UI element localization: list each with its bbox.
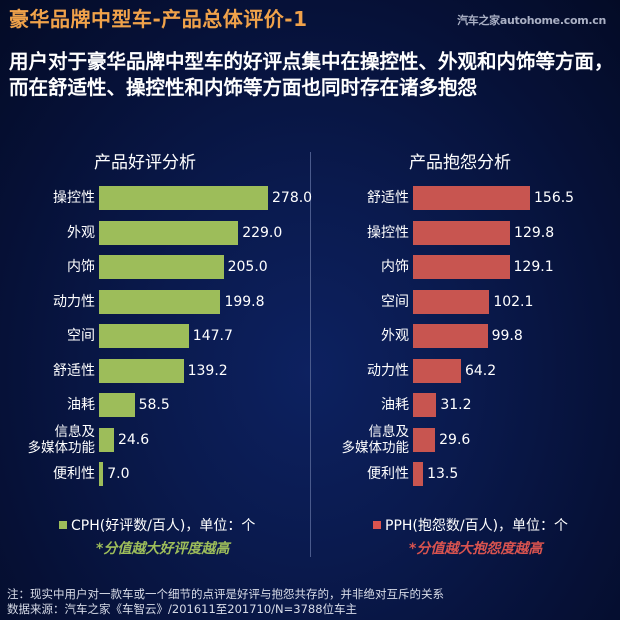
footer: 注：现实中用户对一款车或一个细节的点评是好评与抱怨共存的，并非绝对互斥的关系 数… <box>7 587 444 617</box>
green-square-icon <box>59 521 67 529</box>
bar-row: 油耗 58.5 <box>0 393 310 417</box>
value-label: 29.6 <box>439 431 471 448</box>
bar-row: 内饰 205.0 <box>0 255 310 279</box>
bar-row: 舒适性 156.5 <box>310 186 620 210</box>
value-label: 31.2 <box>440 397 472 413</box>
bar-row: 便利性 13.5 <box>310 462 620 486</box>
praise-chart-title: 产品好评分析 <box>94 153 196 173</box>
praise-note: *分值越大好评度越高 <box>96 541 230 557</box>
category-label: 动力性 <box>53 293 95 310</box>
category-label: 外观 <box>67 224 95 241</box>
category-label: 空间 <box>67 328 95 344</box>
value-label: 229.0 <box>242 224 283 241</box>
value-label: 24.6 <box>117 431 150 448</box>
complaint-note: *分值越大抱怨度越高 <box>409 541 543 557</box>
value-label: 102.1 <box>493 293 534 310</box>
data-source: 数据来源：汽车之家《车智云》/201611至201710/N=3788位车主 <box>7 602 358 616</box>
bar-row: 动力性 199.8 <box>0 289 310 314</box>
value-label: 129.1 <box>513 259 554 275</box>
bar <box>413 427 436 452</box>
category-label: 操控性 <box>367 224 409 241</box>
bar-row: 操控性 129.8 <box>310 220 620 245</box>
bar <box>413 358 461 383</box>
bar-row: 操控性 278.0 <box>0 186 313 210</box>
bar <box>99 186 268 210</box>
autohome-watermark: 汽车之家autohome.com.cn <box>457 14 606 27</box>
praise-legend: CPH(好评数/百人)，单位：个 <box>59 515 255 535</box>
bar-row: 内饰 129.1 <box>310 255 620 279</box>
red-square-icon <box>373 521 381 529</box>
bar <box>99 393 135 417</box>
complaint-chart-title: 产品抱怨分析 <box>409 153 511 173</box>
value-label: 156.5 <box>534 190 575 206</box>
complaint-legend: PPH(抱怨数/百人)，单位：个 <box>373 515 568 535</box>
value-label: 139.2 <box>187 362 228 379</box>
category-label: 外观 <box>381 328 409 344</box>
category-label: 油耗 <box>67 397 95 413</box>
complaint-chart: 产品抱怨分析 舒适性 156.5 操控性 129.8 内饰 129.1 空间 102.1 外观 9… <box>310 140 620 560</box>
bar <box>99 358 184 383</box>
complaint-legend-label: PPH(抱怨数/百人)，单位：个 <box>385 518 569 534</box>
category-label: 舒适性 <box>53 362 95 379</box>
category-label: 油耗 <box>381 397 409 413</box>
bar <box>99 462 104 486</box>
category-label: 舒适性 <box>367 190 409 206</box>
category-label: 便利性 <box>53 466 95 482</box>
value-label: 205.0 <box>227 259 268 275</box>
value-label: 13.5 <box>427 466 459 482</box>
category-label: 空间 <box>381 293 409 310</box>
bar <box>413 462 424 486</box>
category-label: 信息及 多媒体功能 <box>341 423 410 456</box>
panel-divider <box>310 152 311 557</box>
category-label: 操控性 <box>53 190 95 206</box>
bar <box>413 289 490 314</box>
category-label: 便利性 <box>367 466 409 482</box>
bar <box>413 220 511 245</box>
bar <box>413 255 510 279</box>
bar-row: 外观 99.8 <box>310 324 620 348</box>
praise-chart: 产品好评分析 操控性 278.0 外观 229.0 内饰 205.0 动力性 199.8 空间 1… <box>0 140 313 560</box>
bar <box>413 393 437 417</box>
bar <box>99 255 224 279</box>
bar-row: 信息及 多媒体功能 29.6 <box>310 423 620 456</box>
category-label: 内饰 <box>381 259 409 275</box>
value-label: 7.0 <box>107 466 130 482</box>
bar-row: 油耗 31.2 <box>310 393 620 417</box>
bar-row: 空间 147.7 <box>0 324 310 348</box>
bar <box>413 186 530 210</box>
bar <box>99 289 221 314</box>
bar-row: 外观 229.0 <box>0 220 310 245</box>
bar <box>99 324 189 348</box>
bar-row: 动力性 64.2 <box>310 358 620 383</box>
bar-row: 信息及 多媒体功能 24.6 <box>0 423 310 456</box>
bar-row: 舒适性 139.2 <box>0 358 310 383</box>
category-label: 动力性 <box>367 362 409 379</box>
bar <box>99 427 114 452</box>
category-label: 信息及 多媒体功能 <box>27 423 96 456</box>
bar <box>99 220 239 245</box>
bar <box>413 324 488 348</box>
bar-row: 空间 102.1 <box>310 289 620 314</box>
value-label: 58.5 <box>138 397 170 413</box>
category-label: 内饰 <box>67 259 95 275</box>
footer-note: 注：现实中用户对一款车或一个细节的点评是好评与抱怨共存的，并非绝对互斥的关系 <box>7 587 444 601</box>
value-label: 278.0 <box>272 190 313 206</box>
value-label: 129.8 <box>514 224 555 241</box>
page-title: 豪华品牌中型车-产品总体评价-1 <box>9 7 308 31</box>
praise-legend-label: CPH(好评数/百人)，单位：个 <box>71 518 256 534</box>
bar-row: 便利性 7.0 <box>0 462 310 486</box>
value-label: 147.7 <box>192 328 233 344</box>
value-label: 199.8 <box>224 293 265 310</box>
value-label: 99.8 <box>491 328 523 344</box>
headline-summary: 用户对于豪华品牌中型车的好评点集中在操控性、外观和内饰等方面，而在舒适性、操控性… <box>9 50 614 99</box>
value-label: 64.2 <box>464 362 497 379</box>
